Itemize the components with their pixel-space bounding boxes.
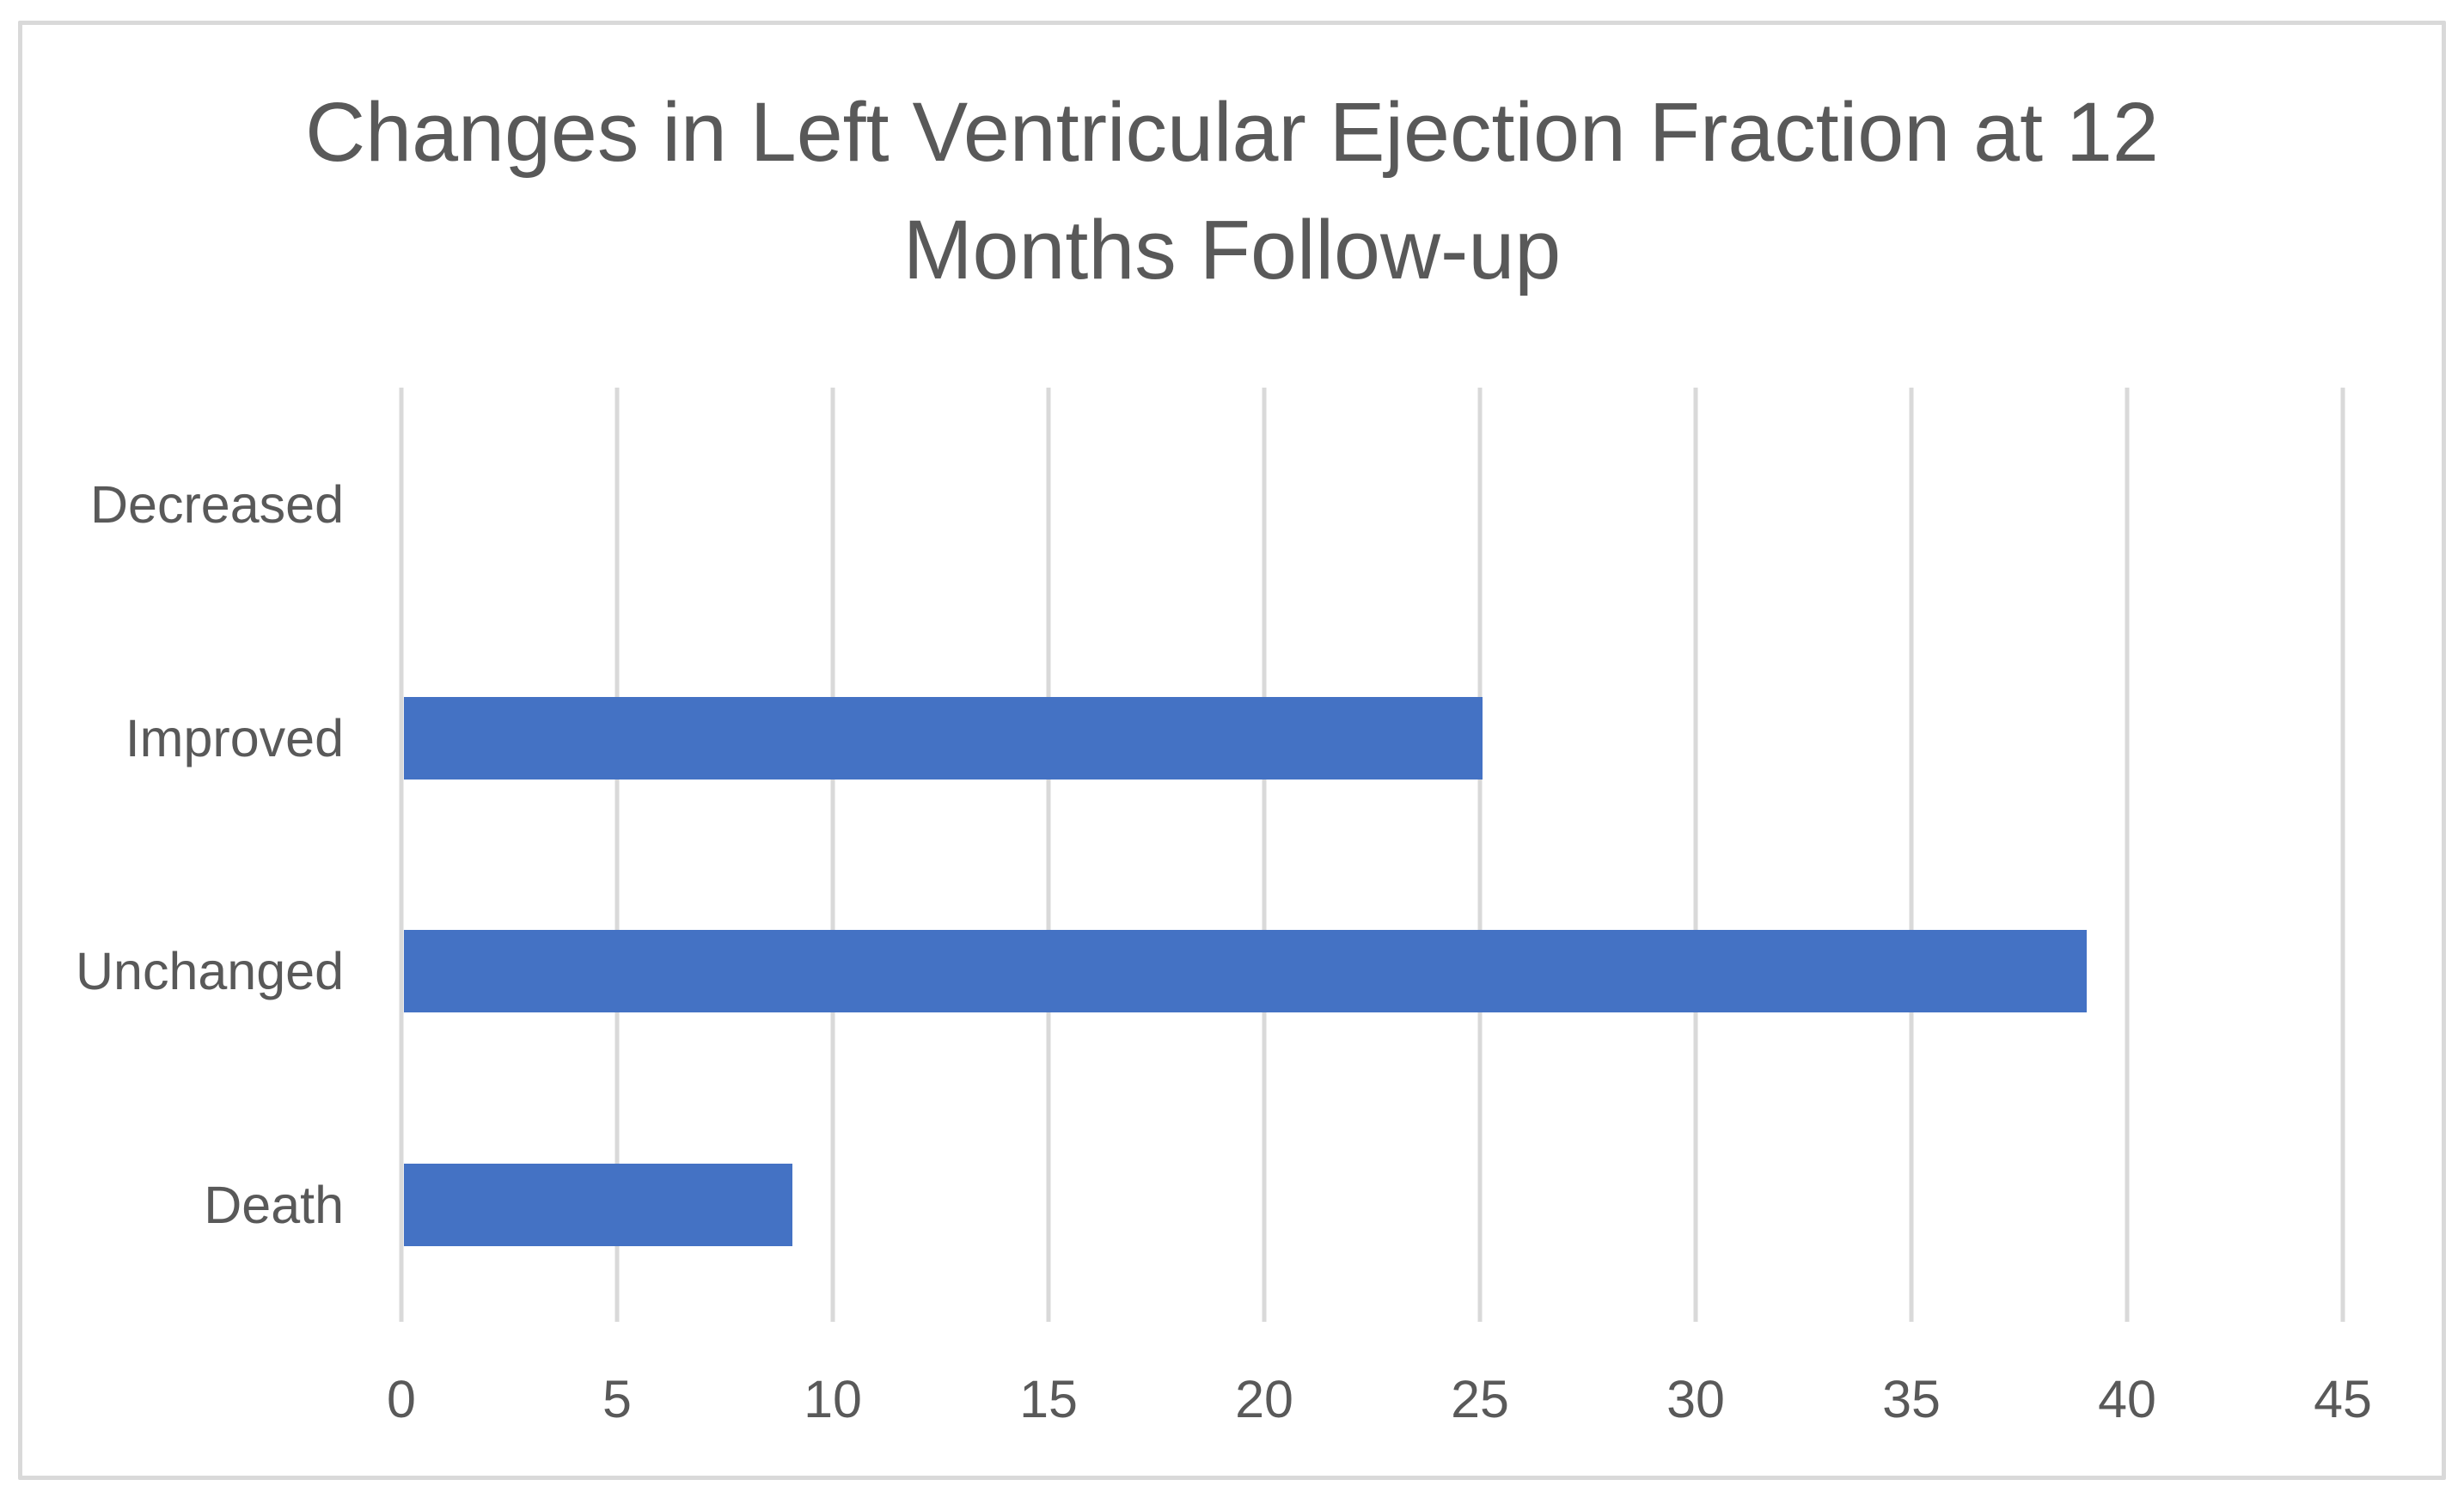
bar-row-unchanged [401, 855, 2343, 1089]
gridline [1262, 388, 1267, 1322]
gridline [830, 388, 835, 1322]
x-tick-label: 15 [1019, 1370, 1078, 1428]
x-tick-label: 20 [1235, 1370, 1293, 1428]
chart-title-line1: Changes in Left Ventricular Ejection Fra… [305, 85, 2159, 179]
category-row-decreased: Decreased [34, 388, 344, 621]
gridline [614, 388, 620, 1322]
chart-title: Changes in Left Ventricular Ejection Fra… [0, 73, 2464, 309]
bar-unchanged [404, 930, 2087, 1013]
x-tick-label: 5 [602, 1370, 632, 1428]
gridline [1046, 388, 1051, 1322]
category-row-unchanged: Unchanged [34, 855, 344, 1089]
x-tick-label: 30 [1666, 1370, 1725, 1428]
bar-improved [404, 696, 1483, 780]
y-axis-category-labels: Decreased Improved Unchanged Death [34, 388, 344, 1322]
bar-row-improved [401, 621, 2343, 855]
bars-layer [401, 388, 2343, 1322]
plot-area [399, 388, 2345, 1322]
category-label-death: Death [204, 1176, 344, 1235]
category-row-improved: Improved [34, 621, 344, 855]
bar-row-decreased [401, 388, 2343, 621]
category-label-improved: Improved [125, 708, 344, 767]
gridline [1477, 388, 1483, 1322]
gridline [1909, 388, 1914, 1322]
category-row-death: Death [34, 1088, 344, 1322]
x-tick-label: 35 [1882, 1370, 1941, 1428]
gridline [399, 388, 404, 1322]
x-tick-label: 25 [1451, 1370, 1509, 1428]
x-tick-label: 10 [804, 1370, 862, 1428]
x-axis-tick-labels: 0 5 10 15 20 25 30 35 40 45 [387, 1366, 2372, 1433]
bar-row-death [401, 1088, 2343, 1322]
x-tick-label: 0 [387, 1370, 416, 1428]
chart-frame-border [18, 21, 2446, 1480]
x-tick-label: 40 [2098, 1370, 2156, 1428]
x-tick-label: 45 [2314, 1370, 2372, 1428]
gridline [2125, 388, 2130, 1322]
category-label-unchanged: Unchanged [75, 942, 344, 1001]
chart-title-line2: Months Follow-up [902, 203, 1562, 297]
category-label-decreased: Decreased [90, 474, 344, 534]
gridline [1693, 388, 1698, 1322]
gridline [2340, 388, 2345, 1322]
bar-death [404, 1164, 792, 1247]
